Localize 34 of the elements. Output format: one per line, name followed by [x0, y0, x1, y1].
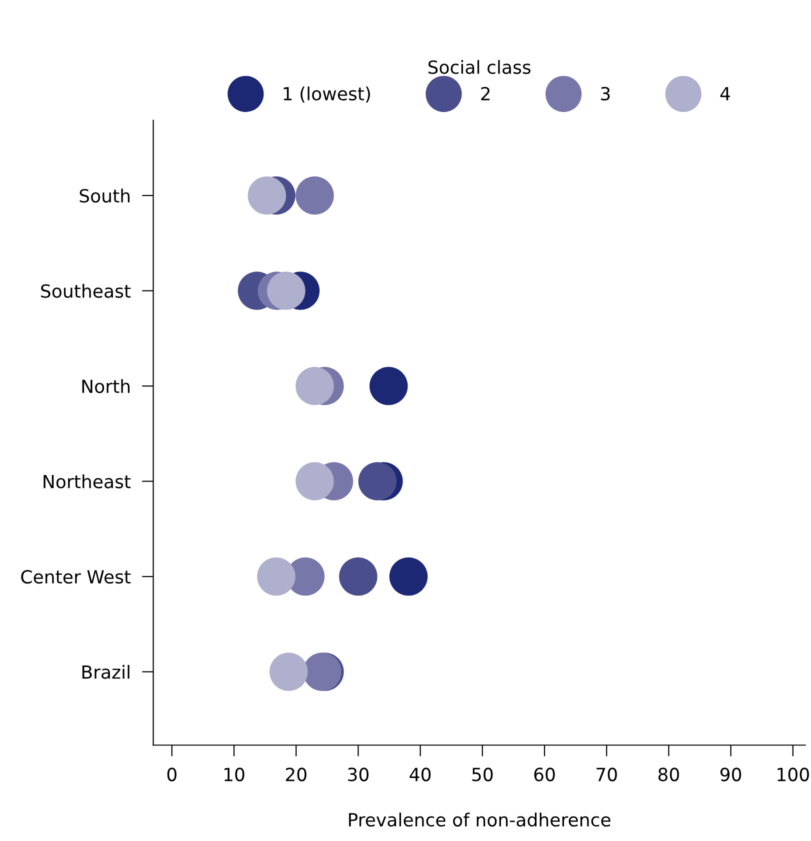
x-tick-label: 80	[658, 768, 679, 782]
y-tick-label: Northeast	[44, 474, 131, 488]
legend-label: 3	[601, 86, 610, 101]
point	[389, 557, 428, 596]
legend-label: 4	[720, 87, 730, 100]
y-tick-label: Brazil	[82, 664, 130, 679]
x-tick-label: 100	[778, 768, 809, 782]
point	[339, 557, 378, 596]
point	[248, 176, 286, 215]
point	[270, 652, 308, 691]
x-tick-label: 40	[410, 768, 431, 782]
x-tick-label: 60	[534, 768, 555, 782]
y-tick-label: Center West	[21, 570, 131, 584]
point	[257, 557, 296, 596]
y-tick-label: Southeast	[41, 284, 131, 298]
x-tick-label: 10	[224, 768, 244, 782]
point	[296, 366, 334, 406]
legend-label: 2	[481, 86, 490, 100]
y-tick-label: South	[80, 188, 130, 203]
legend-label: 1 (lowest)	[284, 86, 370, 103]
y-tick-label: North	[82, 379, 130, 394]
x-tick-label: 20	[286, 768, 306, 782]
point	[296, 462, 334, 500]
x-tick-label: 0	[167, 768, 176, 782]
x-tick-label: 70	[596, 768, 617, 782]
x-tick-label: 50	[472, 768, 493, 782]
point	[296, 176, 334, 215]
legend-title: Social class	[428, 60, 530, 74]
x-axis-title: Prevalence of non-adherence	[349, 812, 610, 827]
x-tick-label: 30	[348, 768, 368, 782]
point	[369, 366, 408, 406]
point	[267, 272, 306, 310]
point	[358, 462, 397, 500]
x-tick-label: 90	[720, 768, 742, 782]
